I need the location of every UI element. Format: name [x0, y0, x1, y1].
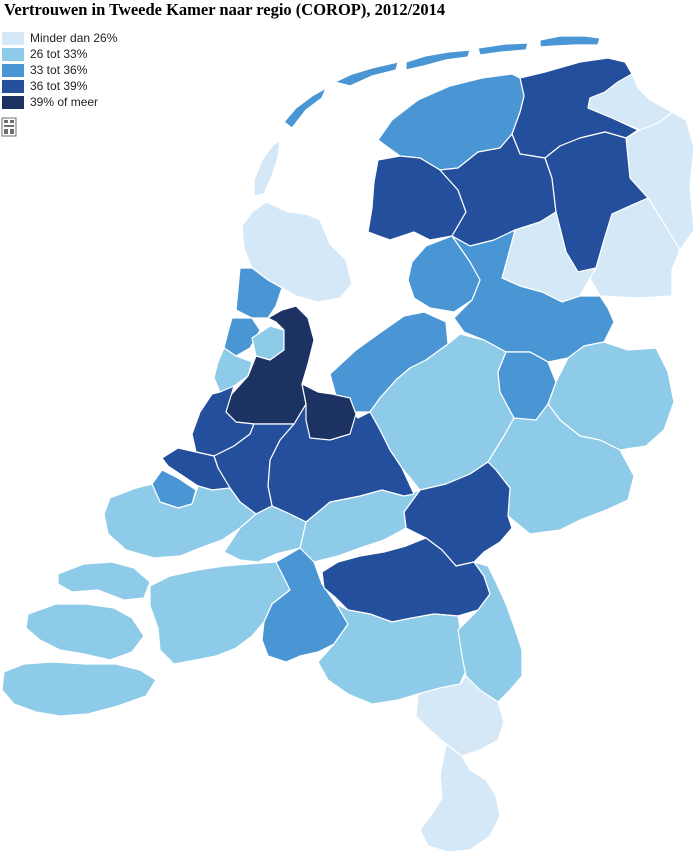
region-overig-zeeland [25, 561, 151, 661]
region-zuidwest-friesland [367, 155, 467, 241]
legend-swatch [2, 95, 24, 109]
legend-item: 33 tot 36% [2, 62, 117, 78]
legend-swatch [2, 63, 24, 77]
region-delfzijl-en-omgeving [587, 73, 673, 131]
region-zuidoost-drenthe [589, 197, 681, 299]
legend-item: 26 tot 33% [2, 46, 117, 62]
legend-item: 36 tot 39% [2, 78, 117, 94]
region-midden-noord-brabant [261, 547, 349, 663]
legend-label: 26 tot 33% [30, 47, 88, 61]
region-arnhem-nijmegen [403, 461, 513, 567]
region-zuidwest-overijssel [407, 235, 481, 313]
region-kop-van-noord-holland [241, 201, 353, 303]
legend: Minder dan 26% 26 tot 33% 33 tot 36% 36 … [2, 30, 117, 110]
legend-label: 39% of meer [30, 95, 99, 109]
region-midden-limburg [415, 675, 505, 757]
cbs-logo-icon [1, 117, 17, 137]
legend-label: Minder dan 26% [30, 31, 118, 45]
region-ijmond [223, 317, 261, 357]
region-zeeuwsch-vlaanderen [1, 661, 157, 717]
region-wadden-eilanden [283, 35, 601, 129]
region-het-gooi-en-vechtstreek [301, 383, 357, 441]
region-texel [253, 139, 281, 197]
legend-item: 39% of meer [2, 94, 117, 110]
legend-swatch [2, 47, 24, 61]
map-title: Vertrouwen in Tweede Kamer naar regio (C… [4, 0, 446, 19]
region-noord-overijssel [451, 229, 615, 363]
region-alkmaar-en-omgeving [235, 267, 283, 319]
legend-swatch [2, 79, 24, 93]
legend-label: 36 tot 39% [30, 79, 88, 93]
region-groot-rijnmond [103, 483, 257, 559]
legend-item: Minder dan 26% [2, 30, 117, 46]
legend-label: 33 tot 36% [30, 63, 88, 77]
region-zuid-limburg [419, 743, 501, 853]
legend-swatch [2, 31, 24, 45]
region-noordoost-overijssel-deventer [497, 351, 557, 421]
